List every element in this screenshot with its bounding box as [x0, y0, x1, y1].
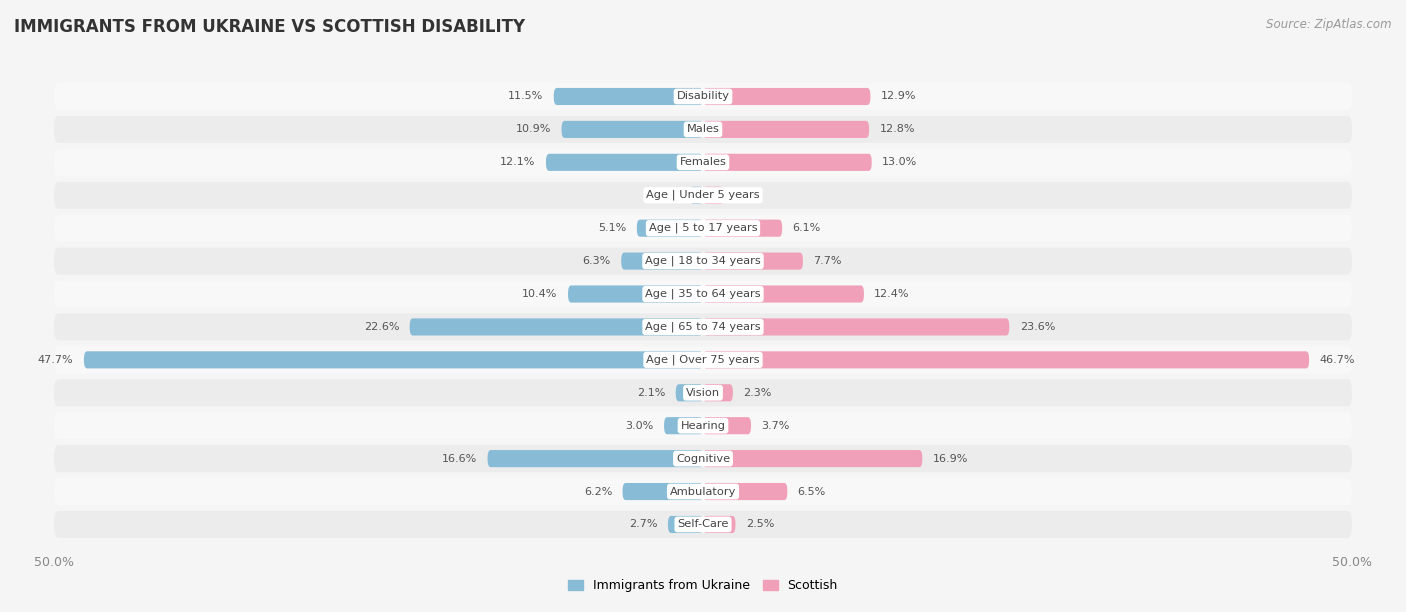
Text: 2.1%: 2.1% — [637, 388, 665, 398]
Text: 5.1%: 5.1% — [598, 223, 627, 233]
Text: 3.7%: 3.7% — [762, 420, 790, 431]
FancyBboxPatch shape — [703, 121, 869, 138]
FancyBboxPatch shape — [703, 187, 724, 204]
FancyBboxPatch shape — [703, 516, 735, 533]
FancyBboxPatch shape — [637, 220, 703, 237]
Text: 12.8%: 12.8% — [880, 124, 915, 135]
FancyBboxPatch shape — [53, 313, 1353, 340]
FancyBboxPatch shape — [703, 154, 872, 171]
FancyBboxPatch shape — [703, 253, 803, 270]
FancyBboxPatch shape — [53, 280, 1353, 307]
FancyBboxPatch shape — [488, 450, 703, 467]
Text: 1.6%: 1.6% — [734, 190, 762, 200]
FancyBboxPatch shape — [409, 318, 703, 335]
FancyBboxPatch shape — [546, 154, 703, 171]
FancyBboxPatch shape — [561, 121, 703, 138]
Text: Self-Care: Self-Care — [678, 520, 728, 529]
Text: Disability: Disability — [676, 91, 730, 102]
Text: 7.7%: 7.7% — [813, 256, 842, 266]
Text: 46.7%: 46.7% — [1319, 355, 1355, 365]
Text: 16.6%: 16.6% — [441, 453, 477, 464]
FancyBboxPatch shape — [53, 248, 1353, 275]
Text: Vision: Vision — [686, 388, 720, 398]
FancyBboxPatch shape — [53, 182, 1353, 209]
FancyBboxPatch shape — [568, 285, 703, 302]
FancyBboxPatch shape — [53, 346, 1353, 373]
Text: 2.7%: 2.7% — [628, 520, 658, 529]
Text: 12.1%: 12.1% — [501, 157, 536, 167]
FancyBboxPatch shape — [621, 253, 703, 270]
FancyBboxPatch shape — [84, 351, 703, 368]
Text: Females: Females — [679, 157, 727, 167]
Text: Hearing: Hearing — [681, 420, 725, 431]
Text: Ambulatory: Ambulatory — [669, 487, 737, 496]
FancyBboxPatch shape — [690, 187, 703, 204]
Text: 1.0%: 1.0% — [651, 190, 679, 200]
Text: Age | Over 75 years: Age | Over 75 years — [647, 354, 759, 365]
Text: IMMIGRANTS FROM UKRAINE VS SCOTTISH DISABILITY: IMMIGRANTS FROM UKRAINE VS SCOTTISH DISA… — [14, 18, 526, 36]
FancyBboxPatch shape — [703, 450, 922, 467]
Text: 23.6%: 23.6% — [1019, 322, 1054, 332]
FancyBboxPatch shape — [703, 384, 733, 401]
Text: 6.1%: 6.1% — [793, 223, 821, 233]
Text: 3.0%: 3.0% — [626, 420, 654, 431]
FancyBboxPatch shape — [703, 483, 787, 500]
Text: Age | 35 to 64 years: Age | 35 to 64 years — [645, 289, 761, 299]
Text: 13.0%: 13.0% — [882, 157, 917, 167]
Text: Males: Males — [686, 124, 720, 135]
Text: Age | 18 to 34 years: Age | 18 to 34 years — [645, 256, 761, 266]
FancyBboxPatch shape — [53, 379, 1353, 406]
Text: Cognitive: Cognitive — [676, 453, 730, 464]
FancyBboxPatch shape — [664, 417, 703, 435]
FancyBboxPatch shape — [53, 478, 1353, 505]
Legend: Immigrants from Ukraine, Scottish: Immigrants from Ukraine, Scottish — [564, 574, 842, 597]
Text: 2.5%: 2.5% — [745, 520, 775, 529]
FancyBboxPatch shape — [53, 215, 1353, 242]
FancyBboxPatch shape — [53, 149, 1353, 176]
Text: 11.5%: 11.5% — [508, 91, 543, 102]
FancyBboxPatch shape — [668, 516, 703, 533]
FancyBboxPatch shape — [703, 220, 782, 237]
FancyBboxPatch shape — [703, 285, 863, 302]
FancyBboxPatch shape — [703, 351, 1309, 368]
FancyBboxPatch shape — [623, 483, 703, 500]
Text: 6.3%: 6.3% — [582, 256, 610, 266]
Text: 12.9%: 12.9% — [880, 91, 917, 102]
Text: 22.6%: 22.6% — [364, 322, 399, 332]
FancyBboxPatch shape — [53, 116, 1353, 143]
FancyBboxPatch shape — [554, 88, 703, 105]
Text: Age | Under 5 years: Age | Under 5 years — [647, 190, 759, 201]
FancyBboxPatch shape — [53, 83, 1353, 110]
Text: 10.9%: 10.9% — [516, 124, 551, 135]
Text: 6.2%: 6.2% — [583, 487, 612, 496]
FancyBboxPatch shape — [703, 417, 751, 435]
FancyBboxPatch shape — [53, 511, 1353, 538]
Text: 6.5%: 6.5% — [797, 487, 825, 496]
FancyBboxPatch shape — [53, 445, 1353, 472]
Text: 10.4%: 10.4% — [522, 289, 558, 299]
FancyBboxPatch shape — [703, 88, 870, 105]
FancyBboxPatch shape — [703, 318, 1010, 335]
FancyBboxPatch shape — [53, 412, 1353, 439]
Text: 47.7%: 47.7% — [38, 355, 73, 365]
FancyBboxPatch shape — [676, 384, 703, 401]
Text: Source: ZipAtlas.com: Source: ZipAtlas.com — [1267, 18, 1392, 31]
Text: Age | 65 to 74 years: Age | 65 to 74 years — [645, 322, 761, 332]
Text: 16.9%: 16.9% — [932, 453, 969, 464]
Text: 2.3%: 2.3% — [744, 388, 772, 398]
Text: 12.4%: 12.4% — [875, 289, 910, 299]
Text: Age | 5 to 17 years: Age | 5 to 17 years — [648, 223, 758, 233]
